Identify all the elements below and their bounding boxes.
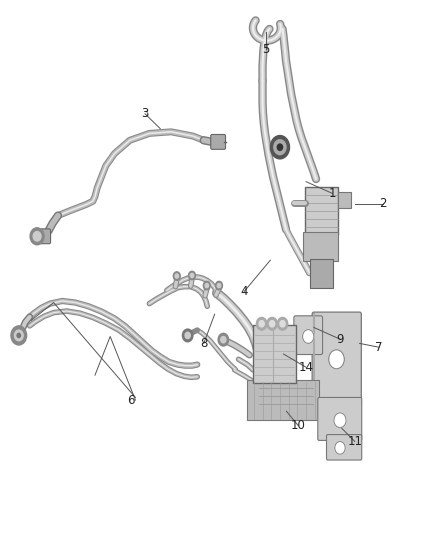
- Text: 10: 10: [291, 419, 306, 432]
- Circle shape: [274, 140, 286, 155]
- FancyBboxPatch shape: [294, 316, 322, 354]
- Circle shape: [259, 320, 264, 327]
- Text: 7: 7: [374, 341, 382, 353]
- FancyBboxPatch shape: [211, 134, 226, 149]
- Circle shape: [173, 272, 180, 280]
- FancyBboxPatch shape: [247, 381, 319, 420]
- Circle shape: [335, 441, 345, 454]
- Circle shape: [221, 336, 226, 343]
- Circle shape: [277, 144, 283, 150]
- Circle shape: [11, 326, 27, 345]
- Text: 2: 2: [379, 197, 387, 211]
- FancyBboxPatch shape: [338, 192, 351, 208]
- Text: 4: 4: [240, 285, 248, 298]
- Circle shape: [188, 271, 195, 280]
- Circle shape: [30, 228, 44, 245]
- Text: 8: 8: [200, 337, 208, 350]
- Circle shape: [205, 284, 208, 288]
- FancyBboxPatch shape: [303, 232, 338, 261]
- FancyBboxPatch shape: [36, 229, 50, 244]
- Circle shape: [270, 135, 290, 159]
- Circle shape: [269, 320, 275, 327]
- Circle shape: [175, 274, 179, 278]
- Circle shape: [267, 317, 277, 330]
- Circle shape: [256, 317, 267, 330]
- FancyBboxPatch shape: [318, 398, 362, 440]
- FancyBboxPatch shape: [253, 325, 296, 383]
- Circle shape: [190, 273, 194, 278]
- Circle shape: [280, 320, 285, 327]
- Circle shape: [217, 284, 221, 288]
- Text: 3: 3: [141, 107, 148, 120]
- FancyBboxPatch shape: [312, 312, 361, 407]
- Circle shape: [183, 329, 193, 342]
- FancyBboxPatch shape: [305, 187, 338, 235]
- Circle shape: [277, 317, 288, 330]
- Circle shape: [334, 413, 346, 427]
- Circle shape: [303, 329, 314, 343]
- FancyBboxPatch shape: [326, 434, 362, 460]
- Circle shape: [218, 333, 229, 346]
- Text: 11: 11: [347, 435, 362, 448]
- Circle shape: [328, 350, 344, 369]
- Circle shape: [14, 330, 23, 341]
- Text: 1: 1: [328, 187, 336, 200]
- Text: 14: 14: [299, 361, 314, 374]
- FancyBboxPatch shape: [310, 259, 333, 288]
- Circle shape: [33, 231, 41, 241]
- Circle shape: [203, 281, 210, 290]
- Text: 6: 6: [127, 393, 135, 407]
- Text: 9: 9: [336, 333, 344, 345]
- Text: 5: 5: [262, 43, 270, 55]
- Circle shape: [215, 281, 223, 290]
- Circle shape: [185, 332, 190, 338]
- Circle shape: [17, 333, 21, 337]
